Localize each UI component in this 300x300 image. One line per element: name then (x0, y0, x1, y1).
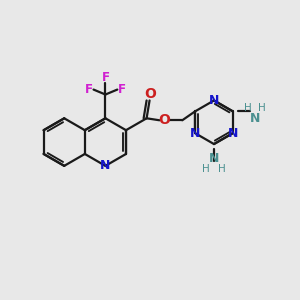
Text: H: H (202, 164, 210, 174)
Text: F: F (85, 83, 93, 96)
Text: O: O (145, 86, 157, 100)
Text: N: N (228, 127, 238, 140)
Text: N: N (209, 152, 219, 165)
Text: N: N (190, 127, 200, 140)
Text: F: F (101, 71, 110, 84)
Text: H: H (218, 164, 226, 174)
Text: N: N (100, 159, 111, 172)
Text: H: H (258, 103, 266, 113)
Text: O: O (158, 113, 170, 127)
Text: N: N (209, 94, 219, 107)
Text: F: F (118, 83, 126, 96)
Text: N: N (250, 112, 260, 125)
Text: H: H (244, 103, 252, 113)
